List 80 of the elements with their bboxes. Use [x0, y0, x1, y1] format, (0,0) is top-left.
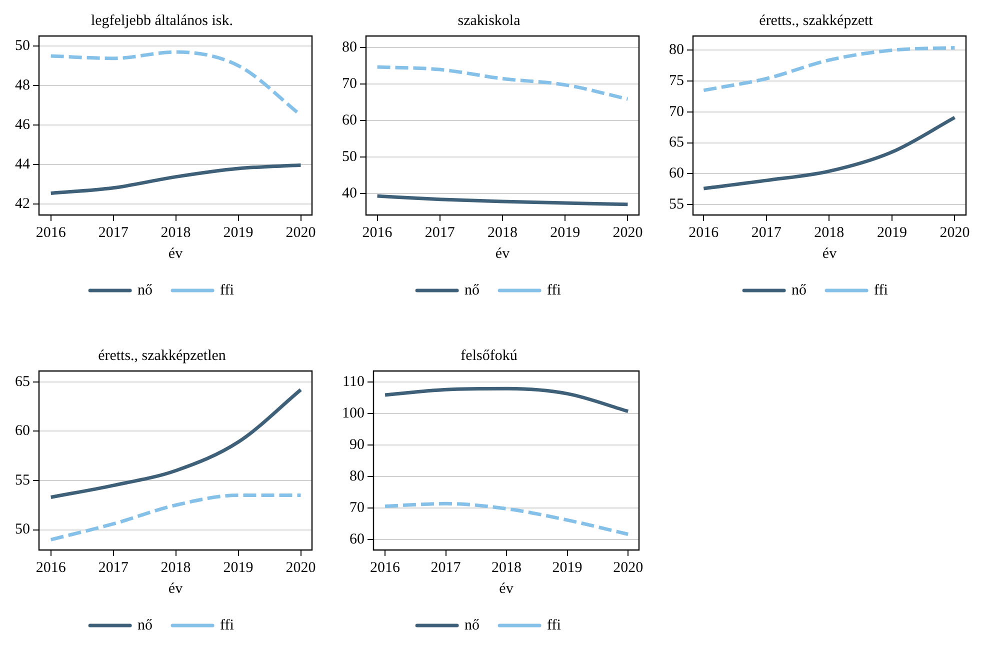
y-tick-label: 55	[669, 196, 684, 212]
x-tick-label: 2017	[430, 560, 462, 576]
y-tick-label: 40	[342, 185, 357, 202]
line-series	[702, 116, 956, 190]
x-tick-label: 2018	[814, 224, 844, 241]
x-tick-label: 2016	[36, 560, 66, 576]
legend-label: nő	[464, 617, 480, 634]
y-tick-label: 70	[342, 76, 357, 92]
y-tick-label: 70	[350, 500, 364, 516]
x-tick-label: 2016	[370, 560, 401, 576]
x-tick-label: 2019	[223, 224, 254, 241]
chart-title: felsőfokú	[460, 348, 518, 364]
x-axis-title: év	[822, 246, 838, 262]
y-tick-label: 110	[342, 374, 364, 390]
y-tick-label: 42	[15, 196, 30, 212]
line-series	[376, 65, 630, 101]
x-tick-label: 2020	[286, 224, 316, 241]
x-tick-label: 2020	[286, 560, 316, 576]
x-tick-label: 2018	[488, 224, 518, 241]
y-tick-label: 48	[15, 77, 30, 94]
line-series	[376, 194, 630, 206]
y-tick-label: 46	[15, 116, 30, 133]
legend-label: nő	[464, 282, 480, 298]
x-tick-label: 2017	[751, 224, 782, 241]
x-tick-label: 2019	[223, 560, 254, 576]
y-tick-label: 65	[15, 374, 30, 390]
legend-label: ffi	[220, 617, 234, 634]
y-tick-label: 50	[342, 148, 357, 165]
x-tick-label: 2018	[160, 560, 191, 576]
legend-label: ffi	[547, 617, 561, 634]
x-tick-label: 2017	[98, 224, 129, 241]
x-tick-label: 2020	[940, 224, 970, 241]
x-tick-label: 2020	[613, 560, 644, 576]
y-tick-label: 44	[15, 156, 30, 172]
x-tick-label: 2017	[424, 224, 456, 241]
legend-label: nő	[138, 617, 153, 634]
x-axis-title: év	[168, 580, 184, 597]
x-tick-label: 2018	[160, 224, 191, 241]
x-tick-label: 2019	[552, 560, 582, 576]
legend-label: nő	[792, 282, 807, 298]
y-tick-label: 50	[15, 522, 30, 538]
line-series	[49, 163, 303, 195]
y-tick-label: 50	[15, 38, 30, 54]
x-tick-label: 2017	[98, 560, 129, 576]
chart-title: szakiskola	[458, 12, 521, 29]
line-series	[702, 46, 956, 92]
y-tick-label: 65	[669, 134, 684, 151]
x-tick-label: 2016	[362, 224, 393, 241]
y-tick-label: 60	[669, 166, 684, 182]
legend-label: nő	[138, 282, 153, 298]
chart-title: éretts., szakképzetlen	[98, 348, 226, 364]
chart-title: legfeljebb általános isk.	[90, 12, 234, 29]
line-series	[383, 386, 630, 414]
legend-label: ffi	[874, 282, 888, 298]
x-tick-label: 2020	[612, 224, 643, 241]
y-tick-label: 60	[15, 423, 30, 440]
x-tick-label: 2018	[492, 560, 522, 576]
x-tick-label: 2019	[876, 224, 907, 241]
y-tick-label: 80	[669, 42, 684, 58]
x-tick-label: 2016	[36, 224, 66, 241]
y-tick-label: 80	[350, 468, 364, 485]
x-axis-title: év	[495, 246, 510, 262]
y-tick-label: 55	[15, 472, 30, 488]
line-series	[49, 388, 303, 499]
y-tick-label: 100	[342, 405, 364, 422]
y-tick-label: 80	[342, 40, 357, 56]
legend-label: ffi	[547, 282, 561, 298]
legend-label: ffi	[220, 282, 234, 298]
x-tick-label: 2016	[688, 224, 720, 241]
y-tick-label: 70	[669, 104, 684, 120]
line-series	[49, 494, 303, 542]
y-tick-label: 90	[350, 436, 364, 453]
y-tick-label: 60	[342, 112, 357, 129]
x-axis-title: év	[499, 580, 514, 597]
chart-title: éretts., szakképzett	[759, 12, 874, 29]
y-tick-label: 75	[669, 72, 684, 89]
line-series	[383, 502, 630, 536]
y-tick-label: 60	[350, 532, 364, 548]
x-axis-title: év	[168, 246, 184, 262]
x-tick-label: 2019	[550, 224, 580, 241]
